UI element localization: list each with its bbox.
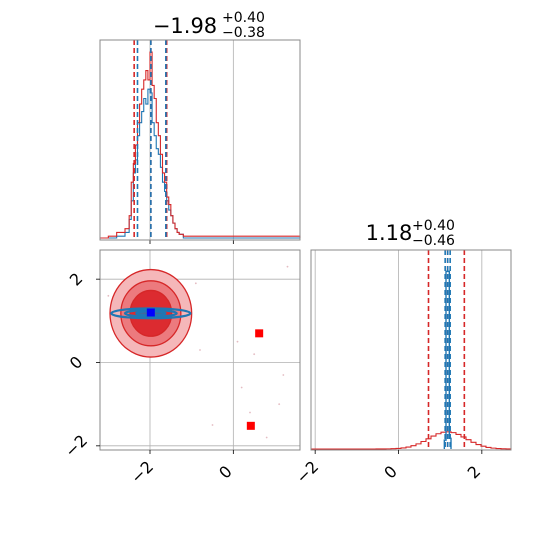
scatter-sample-point-5 [249,411,251,414]
scatter-sample-point-9 [253,353,256,356]
histogram-param1-panel [99,39,301,244]
scatter-blue-contour-0 [110,307,192,320]
scatter-ytick-label-0: −2 [61,431,91,461]
hist1-red-series [100,51,301,239]
scatter-blue-marker [146,308,155,317]
title-param2-lower: −0.46 [412,233,455,249]
title-param1: −1.98 [153,14,217,38]
scatter-xtick-label-1: 0 [215,462,236,483]
title-param2: 1.18 [366,221,413,245]
title-param1-upper: +0.40 [222,10,265,26]
hist2-red-series [311,431,512,450]
scatter-sample-point-8 [107,294,110,297]
scatter-sample-point-0 [236,340,239,343]
title-param1-lower: −0.38 [222,25,265,41]
hist2-xtick-label-1: 0 [380,462,401,483]
scatter-sample-point-11 [211,424,214,426]
scatter-frame [99,249,301,451]
scatter-ytick-label-2: 2 [66,269,87,290]
scatter-sample-point-2 [265,436,268,439]
scatter-sample-point-7 [194,282,197,285]
hist1-frame [99,39,301,241]
scatter-red-marker-0 [255,329,264,338]
scatter-panel: −2 0 −2 0 2 [61,249,301,487]
scatter-sample-point-1 [240,386,243,389]
hist2-xtick-label-2: 2 [464,462,485,483]
title-param2-upper: +0.40 [412,218,455,234]
scatter-sample-point-10 [278,403,281,406]
scatter-sample-point-4 [286,265,289,268]
histogram-param2-panel: −2 0 2 [292,249,512,487]
title-param1-value: −1.98 [153,14,217,38]
scatter-ytick-label-1: 0 [66,352,87,373]
scatter-sample-point-3 [282,374,285,376]
scatter-xtick-label-0: −2 [127,457,157,487]
title-param2-value: 1.18 [366,221,413,245]
scatter-red-marker-1 [246,421,255,430]
hist2-xtick-label-0: −2 [292,457,322,487]
scatter-sample-point-6 [199,349,201,351]
hist2-frame [310,249,512,451]
